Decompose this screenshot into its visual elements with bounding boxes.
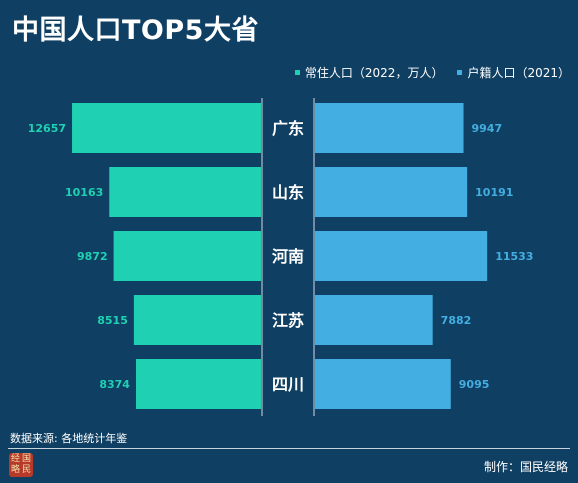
category-label: 河南 (272, 247, 304, 266)
logo-char: 经 (10, 454, 20, 464)
bar-resident (72, 103, 261, 153)
bar-registered (315, 103, 464, 153)
bar-resident (133, 295, 261, 345)
logo-char: 国 (21, 454, 31, 464)
data-label-registered: 10191 (475, 186, 513, 199)
data-label-resident: 9872 (77, 250, 108, 263)
bar-resident (109, 167, 261, 217)
legend-swatch-registered (457, 70, 463, 75)
data-label-registered: 9947 (472, 122, 503, 135)
legend-label-registered: 户籍人口（2021） (467, 66, 570, 80)
legend-swatch-resident (294, 70, 300, 75)
logo-char: 民 (21, 465, 31, 475)
bar-registered (315, 231, 488, 281)
category-label: 广东 (272, 119, 304, 138)
data-label-resident: 12657 (28, 122, 66, 135)
category-label: 山东 (272, 183, 304, 202)
legend-label-resident: 常住人口（2022，万人） (304, 66, 444, 80)
legend: 常住人口（2022，万人） 户籍人口（2021） (294, 64, 570, 81)
bar-registered (315, 359, 451, 409)
footer-divider (8, 448, 570, 449)
data-source-note: 数据来源: 各地统计年鉴 (10, 432, 128, 445)
legend-item-resident: 常住人口（2022，万人） (294, 64, 444, 81)
data-label-registered: 7882 (441, 314, 472, 327)
bar-registered (315, 295, 433, 345)
bar-resident (135, 359, 261, 409)
brand-logo: 经 国 略 民 (9, 453, 33, 477)
bar-registered (315, 167, 468, 217)
chart-title: 中国人口TOP5大省 (12, 15, 259, 46)
bar-resident (113, 231, 261, 281)
logo-char: 略 (10, 465, 20, 475)
category-label: 四川 (272, 375, 304, 394)
data-label-resident: 8374 (99, 378, 130, 391)
data-label-resident: 8515 (97, 314, 128, 327)
data-label-registered: 9095 (459, 378, 490, 391)
data-label-resident: 10163 (65, 186, 103, 199)
legend-item-registered: 户籍人口（2021） (457, 64, 570, 81)
category-label: 江苏 (272, 311, 304, 330)
data-label-registered: 11533 (495, 250, 533, 263)
credit-text: 制作：国民经略 (483, 460, 568, 474)
